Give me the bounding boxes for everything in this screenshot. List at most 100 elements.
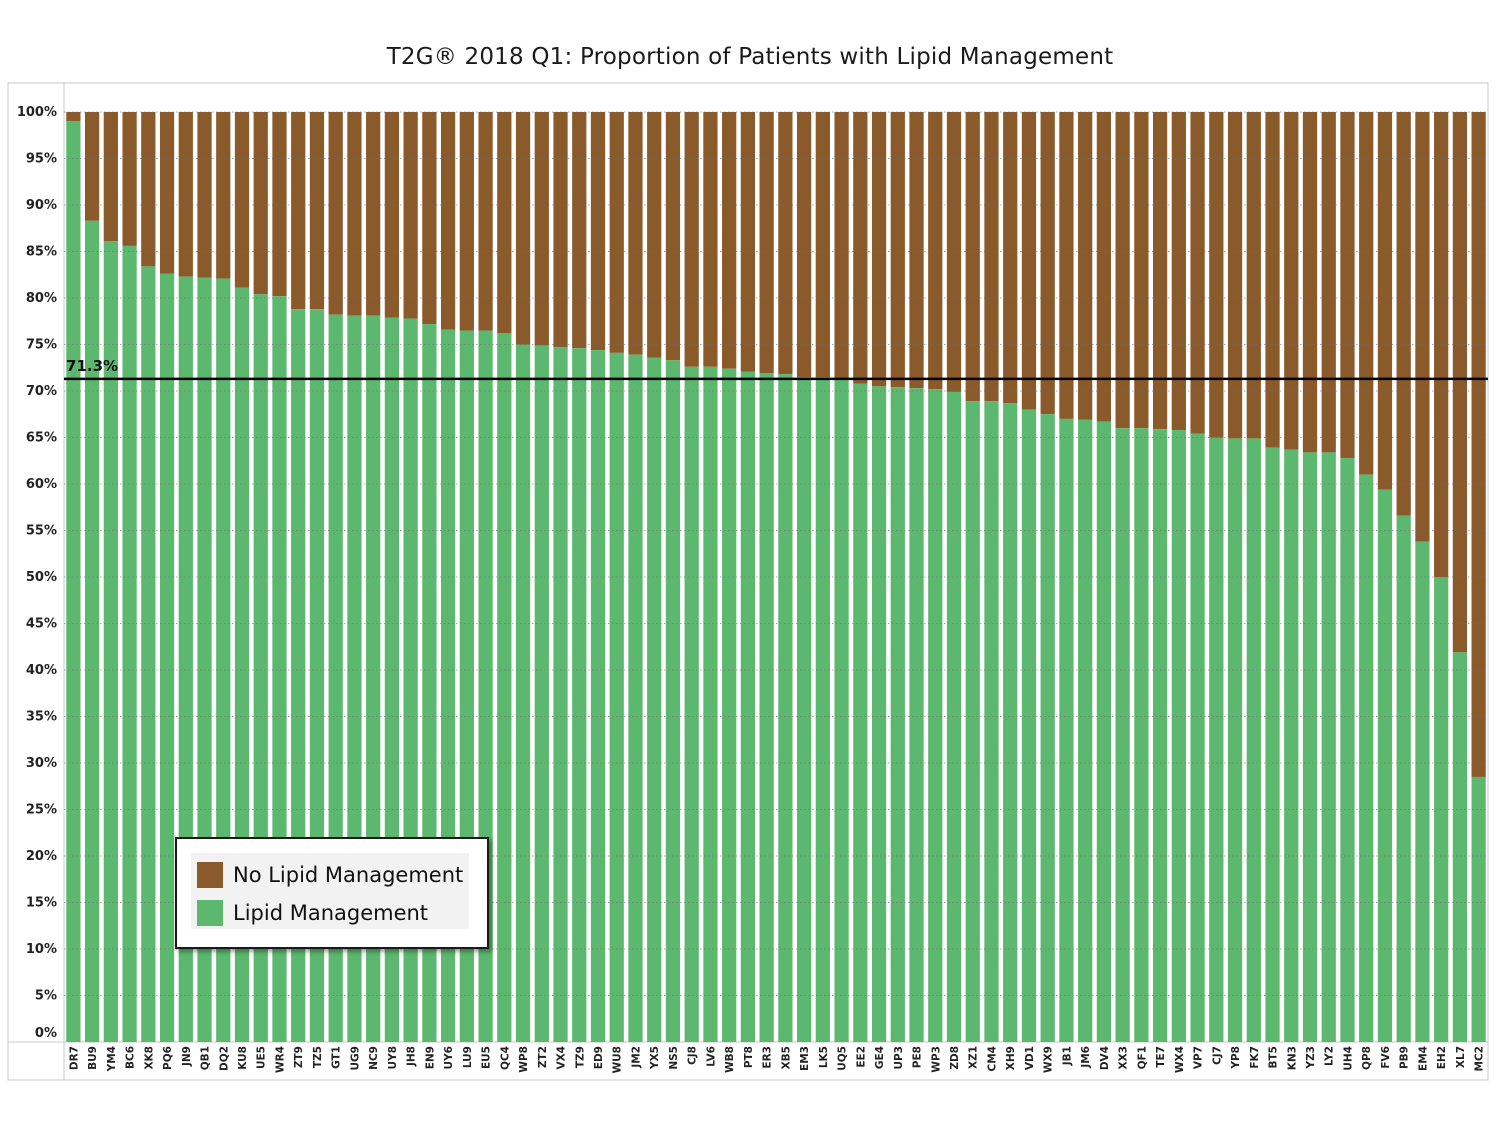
bar-no-lipid-zd8 — [946, 112, 962, 392]
legend-swatch-no-lipid-management — [197, 862, 223, 888]
bar-lipid-te7 — [1152, 429, 1168, 1042]
x-tick-label: QB1 — [200, 1046, 212, 1070]
y-tick-label: 55% — [26, 524, 57, 539]
bar-no-lipid-ym4 — [103, 112, 118, 242]
bar-no-lipid-uq5 — [834, 112, 849, 380]
x-tick-label: EH2 — [1436, 1046, 1448, 1069]
y-tick-label: 25% — [26, 803, 57, 818]
bar-lipid-jm6 — [1078, 419, 1093, 1043]
x-tick-label: GT1 — [331, 1046, 343, 1069]
x-tick-label: ZT2 — [537, 1046, 549, 1068]
x-tick-label: GE4 — [874, 1046, 886, 1069]
bar-no-lipid-xx3 — [1115, 112, 1130, 429]
x-tick-label: XX3 — [1118, 1046, 1130, 1070]
bar-lipid-xk8 — [141, 266, 156, 1042]
bar-no-lipid-ly2 — [1321, 112, 1336, 453]
bar-no-lipid-kn3 — [1284, 112, 1299, 450]
x-tick-label: LU9 — [462, 1046, 474, 1068]
x-tick-label: WX9 — [1043, 1046, 1055, 1073]
x-tick-label: LK5 — [818, 1046, 830, 1068]
bar-lipid-yx5 — [647, 357, 662, 1042]
bar-no-lipid-mc2 — [1471, 112, 1486, 777]
y-tick-label: 80% — [26, 291, 57, 306]
bar-no-lipid-jm2 — [628, 112, 643, 355]
bar-lipid-ge4 — [871, 386, 887, 1043]
x-tick-label: QP8 — [1361, 1046, 1373, 1070]
bar-lipid-lk5 — [815, 377, 830, 1042]
bar-lipid-lv6 — [703, 366, 718, 1042]
x-tick-label: VX4 — [556, 1046, 568, 1070]
y-tick-label: 90% — [26, 198, 57, 213]
bar-no-lipid-uh4 — [1340, 112, 1355, 458]
bar-no-lipid-fv6 — [1377, 112, 1393, 490]
bar-lipid-bt5 — [1265, 447, 1280, 1043]
x-tick-label: UE5 — [256, 1046, 268, 1069]
x-tick-label: PQ6 — [162, 1046, 174, 1070]
legend-label-lipid-management: Lipid Management — [233, 901, 429, 925]
bar-no-lipid-yx5 — [647, 112, 662, 358]
bar-no-lipid-vd1 — [1021, 112, 1037, 410]
x-tick-label: WX4 — [1174, 1046, 1186, 1073]
bar-no-lipid-em3 — [796, 112, 812, 378]
bar-lipid-wp8 — [515, 344, 531, 1042]
bar-lipid-jm2 — [628, 354, 643, 1043]
x-tick-label: ER3 — [762, 1046, 774, 1069]
x-tick-label: EM4 — [1417, 1046, 1429, 1071]
bar-no-lipid-pq6 — [159, 112, 175, 274]
x-tick-label: FK7 — [1249, 1046, 1261, 1069]
x-tick-label: EU5 — [481, 1046, 493, 1069]
x-tick-label: EE2 — [855, 1046, 867, 1068]
bar-lipid-yz3 — [1302, 452, 1318, 1042]
x-tick-label: ZD8 — [949, 1046, 961, 1070]
x-tick-label: JM2 — [630, 1046, 642, 1069]
bar-lipid-bc6 — [122, 245, 137, 1043]
bar-lipid-wx9 — [1040, 414, 1055, 1042]
y-tick-label: 40% — [26, 663, 57, 678]
y-tick-label: 10% — [26, 942, 57, 957]
bar-no-lipid-uy8 — [384, 112, 400, 318]
x-tick-label: FV6 — [1380, 1046, 1392, 1069]
bar-no-lipid-ku8 — [234, 112, 250, 288]
bar-no-lipid-zt2 — [534, 112, 549, 346]
bar-no-lipid-dr7 — [66, 112, 81, 122]
x-tick-label: MC2 — [1474, 1046, 1486, 1071]
bar-lipid-bu9 — [84, 220, 100, 1042]
bar-no-lipid-bu9 — [84, 112, 100, 221]
bar-no-lipid-uy6 — [440, 112, 456, 330]
bar-no-lipid-yz3 — [1302, 112, 1318, 453]
bar-no-lipid-up3 — [890, 112, 905, 388]
bar-no-lipid-wb8 — [722, 112, 737, 369]
bar-no-lipid-cj7 — [1209, 112, 1224, 438]
legend-item-no-lipid-management: No Lipid Management — [197, 861, 463, 889]
bar-no-lipid-ee2 — [853, 112, 868, 384]
x-tick-label: CJ7 — [1211, 1046, 1223, 1065]
x-tick-label: CJ8 — [687, 1046, 699, 1065]
x-tick-label: TZ5 — [312, 1046, 324, 1068]
bar-no-lipid-xz1 — [965, 112, 980, 402]
x-tick-label: UQ5 — [837, 1046, 849, 1071]
reference-line-label: 71.3% — [66, 357, 118, 375]
x-tick-label: DV4 — [1099, 1046, 1111, 1070]
bar-no-lipid-wp8 — [515, 112, 531, 345]
bar-lipid-dr7 — [66, 121, 81, 1043]
bar-lipid-uh4 — [1340, 457, 1355, 1043]
bar-no-lipid-wp3 — [928, 112, 943, 390]
bar-no-lipid-ed9 — [590, 112, 606, 351]
bar-lipid-qp8 — [1359, 474, 1374, 1042]
x-tick-label: UP3 — [893, 1046, 905, 1070]
bar-no-lipid-jb1 — [1059, 112, 1074, 419]
chart-title: T2G® 2018 Q1: Proportion of Patients wit… — [386, 44, 1114, 70]
bar-no-lipid-pt8 — [740, 112, 756, 372]
bar-lipid-qf1 — [1134, 428, 1149, 1042]
bar-no-lipid-tz9 — [572, 112, 587, 349]
y-tick-label: 0% — [35, 1026, 57, 1041]
x-tick-label: YZ3 — [1305, 1046, 1317, 1070]
bar-no-lipid-en9 — [422, 112, 437, 325]
bar-no-lipid-em4 — [1415, 112, 1430, 542]
x-tick-label: JM6 — [1080, 1046, 1092, 1069]
x-tick-label: JH8 — [406, 1046, 418, 1067]
bar-no-lipid-pb9 — [1396, 112, 1411, 516]
x-tick-label: JN9 — [181, 1046, 193, 1067]
x-tick-label: EM3 — [799, 1046, 811, 1071]
bar-no-lipid-qf1 — [1134, 112, 1149, 429]
